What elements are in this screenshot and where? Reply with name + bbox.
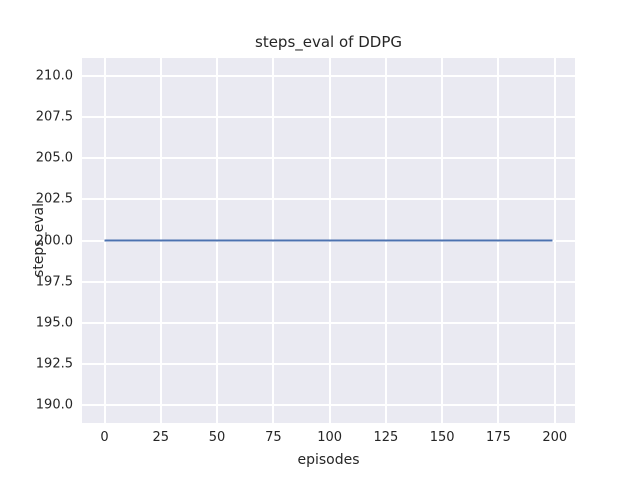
- x-tick-label: 0: [100, 430, 109, 445]
- x-tick-label: 75: [265, 430, 282, 445]
- plot-area: 0 25 50 75 100 125 150 175 200 190.0 192.5 195.0 197…: [36, 58, 575, 445]
- x-axis-label: episodes: [297, 452, 360, 468]
- y-tick-label: 190.0: [35, 397, 73, 413]
- y-tick-label: 202.5: [35, 191, 73, 207]
- x-tick-label: 125: [373, 430, 399, 445]
- x-tick-label: 200: [542, 430, 568, 445]
- y-tick-label: 192.5: [35, 356, 73, 372]
- y-gridline: [82, 157, 575, 160]
- chart-title: steps_eval of DDPG: [255, 33, 402, 51]
- x-tick-label: 25: [152, 430, 170, 445]
- series-layer: [104, 239, 553, 242]
- y-tick-label: 207.5: [35, 109, 73, 125]
- y-tick-label: 210.0: [35, 68, 73, 84]
- y-gridline: [82, 321, 575, 324]
- x-tick-label: 50: [208, 430, 226, 445]
- y-tick-label: 205.0: [35, 150, 73, 166]
- x-tick-label: 175: [486, 430, 511, 445]
- y-gridline: [82, 280, 575, 283]
- x-tick-label: 150: [429, 430, 455, 445]
- y-gridline: [82, 403, 575, 406]
- y-gridline: [82, 75, 575, 78]
- x-tick-label: 100: [317, 430, 343, 445]
- y-tick-label: 195.0: [35, 315, 73, 331]
- y-tick-label: 200.0: [35, 233, 73, 248]
- y-gridline: [82, 362, 575, 365]
- y-tick-label: 197.5: [35, 274, 73, 290]
- y-gridline: [82, 116, 575, 119]
- y-gridline: [82, 198, 575, 201]
